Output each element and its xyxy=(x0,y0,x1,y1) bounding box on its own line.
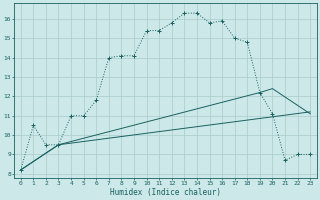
X-axis label: Humidex (Indice chaleur): Humidex (Indice chaleur) xyxy=(110,188,221,197)
